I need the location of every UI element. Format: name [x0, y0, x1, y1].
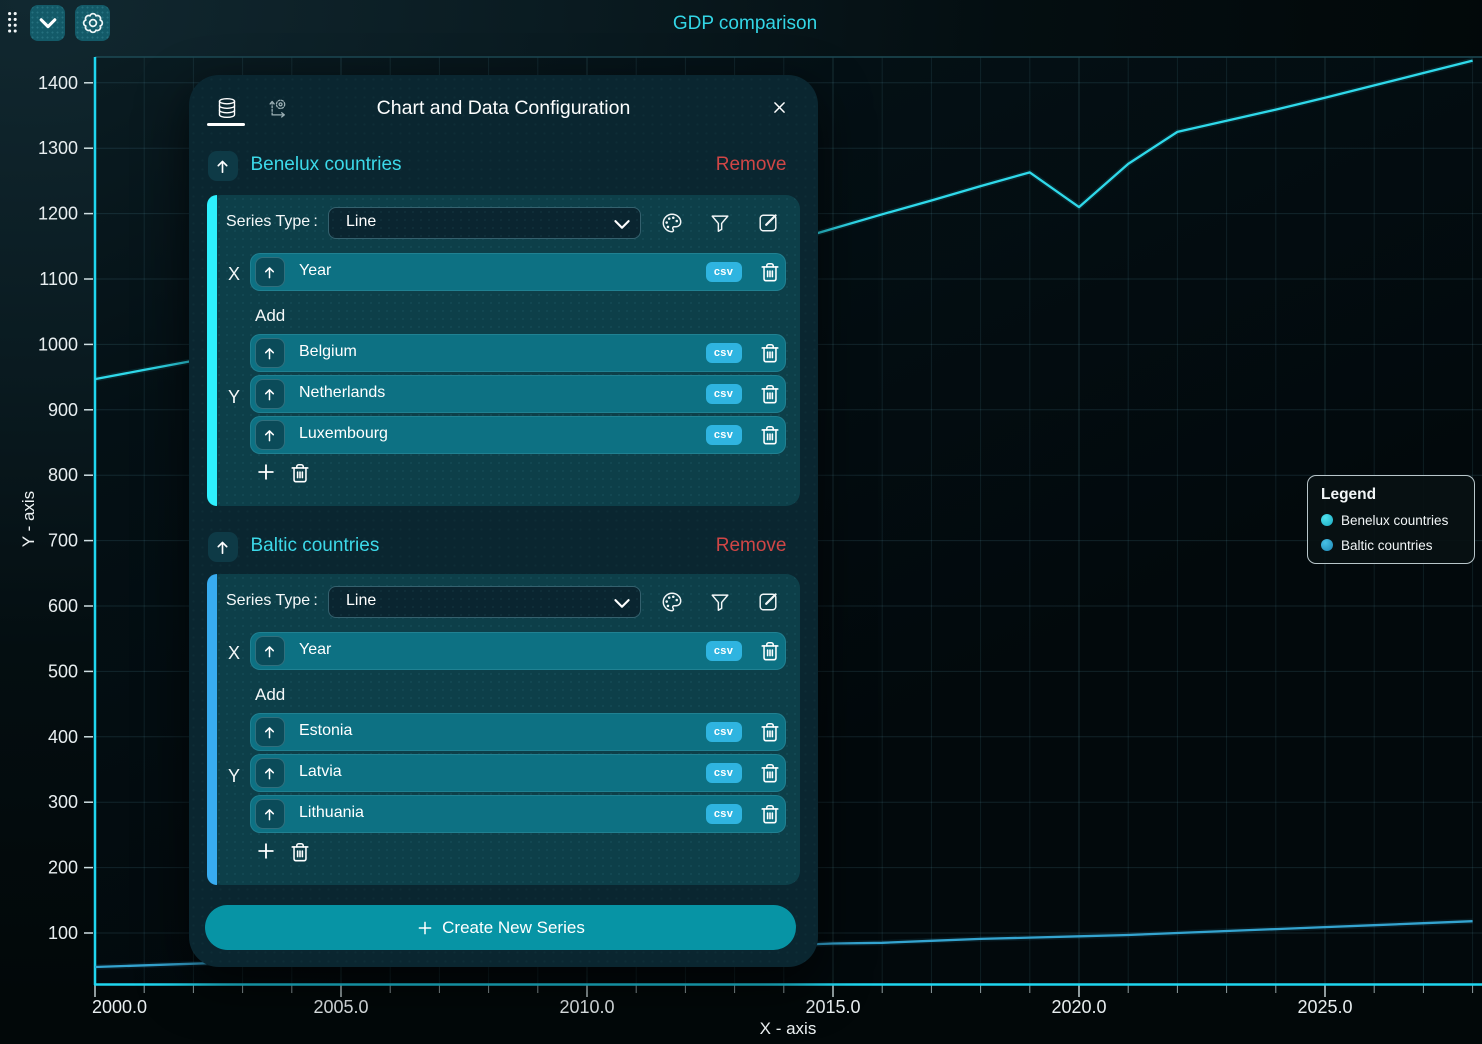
- svg-text:1300: 1300: [38, 138, 78, 158]
- svg-text:200: 200: [48, 858, 78, 878]
- svg-text:600: 600: [48, 596, 78, 616]
- svg-text:2025.0: 2025.0: [1297, 997, 1352, 1017]
- svg-text:900: 900: [48, 400, 78, 420]
- svg-text:100: 100: [48, 923, 78, 943]
- svg-text:500: 500: [48, 661, 78, 681]
- svg-text:400: 400: [48, 727, 78, 747]
- svg-text:1100: 1100: [39, 269, 78, 289]
- svg-text:1000: 1000: [38, 334, 78, 354]
- svg-text:800: 800: [48, 465, 78, 485]
- svg-text:Y - axis: Y - axis: [19, 491, 38, 547]
- svg-text:700: 700: [48, 531, 78, 551]
- svg-text:2020.0: 2020.0: [1051, 997, 1106, 1017]
- svg-text:2015.0: 2015.0: [805, 997, 860, 1017]
- svg-text:2010.0: 2010.0: [559, 997, 614, 1017]
- svg-text:X - axis: X - axis: [760, 1019, 817, 1038]
- svg-text:1200: 1200: [38, 204, 78, 224]
- svg-text:300: 300: [48, 792, 78, 812]
- svg-text:1400: 1400: [38, 73, 78, 93]
- svg-text:2000.0: 2000.0: [92, 997, 147, 1017]
- svg-text:2005.0: 2005.0: [313, 997, 368, 1017]
